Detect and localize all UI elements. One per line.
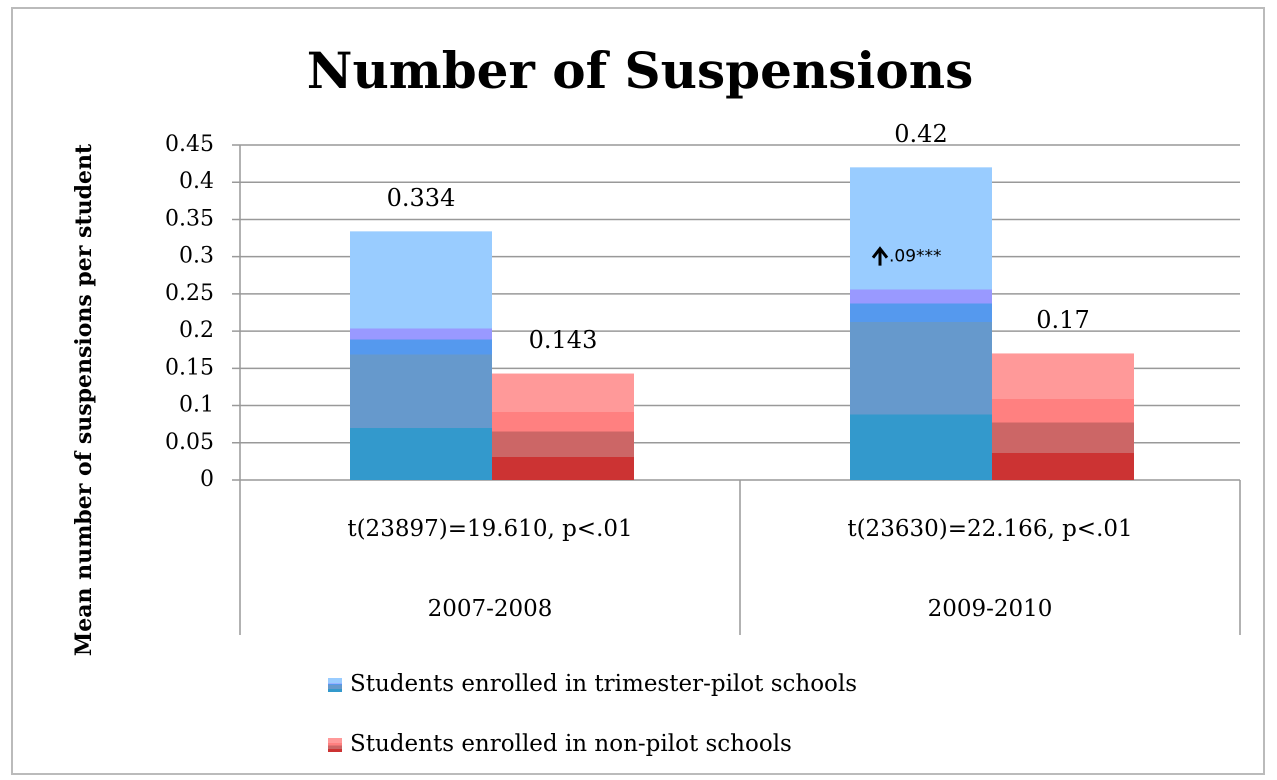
- y-tick-label: 0.35: [165, 206, 214, 231]
- data-label: 0.334: [387, 184, 456, 212]
- legend-swatch: [328, 738, 342, 752]
- data-label: 0.17: [1036, 306, 1089, 334]
- bar: [850, 167, 992, 481]
- y-tick-label: 0.45: [165, 132, 214, 157]
- x-tick-label: 2009-2010: [928, 596, 1053, 622]
- y-axis-label: Mean number of suspensions per student: [71, 143, 97, 656]
- y-tick-label: 0.3: [179, 244, 214, 269]
- legend-label: Students enrolled in trimester-pilot sch…: [350, 671, 857, 697]
- legend-label: Students enrolled in non-pilot schools: [350, 731, 792, 757]
- y-tick-label: 0.4: [179, 169, 214, 194]
- annotation: .09***: [889, 247, 942, 267]
- bar: [350, 231, 492, 480]
- y-tick-label: 0.2: [179, 318, 214, 343]
- legend-swatch: [328, 678, 342, 692]
- arrow-icon: [871, 246, 889, 266]
- y-tick-label: 0.15: [165, 355, 214, 380]
- y-tick-label: 0.05: [165, 430, 214, 455]
- category-note: t(23897)=19.610, p<.01: [347, 516, 632, 542]
- y-tick-label: 0: [200, 467, 214, 492]
- category-note: t(23630)=22.166, p<.01: [847, 516, 1132, 542]
- data-label: 0.143: [529, 326, 598, 354]
- y-tick-label: 0.1: [179, 393, 214, 418]
- bar: [992, 353, 1134, 480]
- data-label: 0.42: [894, 120, 947, 148]
- bar: [492, 373, 634, 480]
- x-tick-label: 2007-2008: [428, 596, 553, 622]
- y-tick-label: 0.25: [165, 281, 214, 306]
- chart-title: Number of Suspensions: [307, 41, 973, 100]
